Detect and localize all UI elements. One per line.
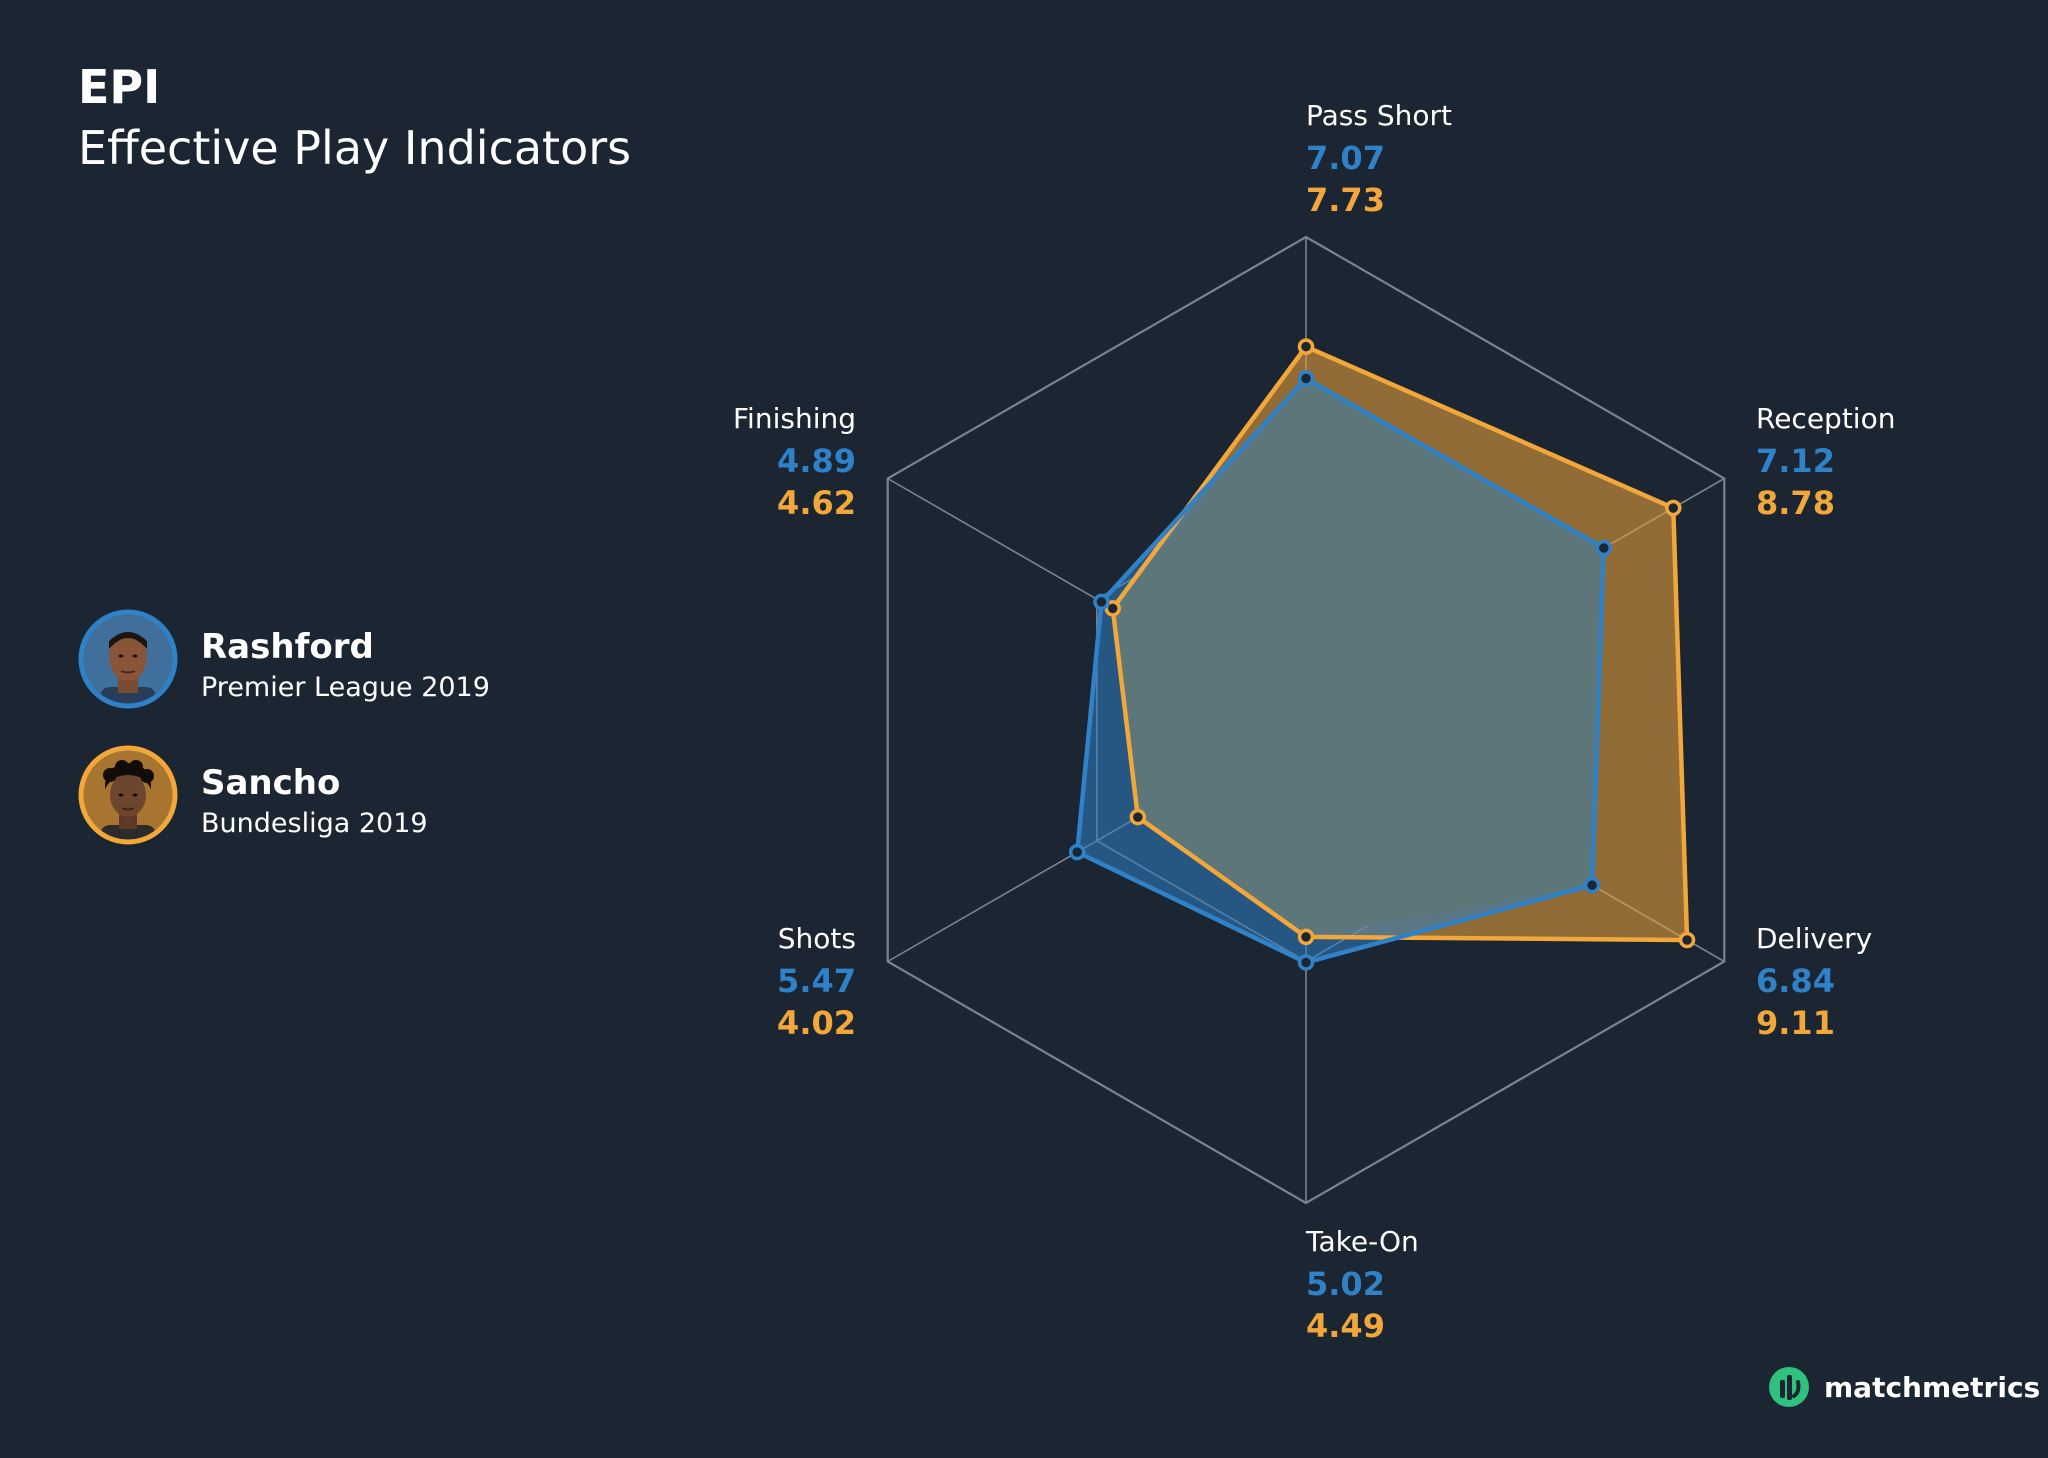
rashford-value: 4.89 <box>777 442 856 480</box>
rashford-value: 5.02 <box>1306 1265 1385 1303</box>
sancho-name: Sancho <box>201 763 341 803</box>
axis-name: Pass Short <box>1306 99 1453 132</box>
sancho-avatar <box>78 745 178 845</box>
axis-label-reception: Reception 7.12 8.78 <box>1756 398 1895 524</box>
data-point-rashford <box>1297 370 1315 387</box>
series-overlap-area <box>1112 378 1604 937</box>
axis-name: Finishing <box>732 402 856 435</box>
data-point-rashford <box>1093 593 1110 611</box>
data-point-sancho <box>1297 928 1315 946</box>
data-point-sancho <box>1297 338 1315 355</box>
data-point-sancho <box>1678 931 1696 949</box>
rashford-league: Premier League 2019 <box>201 672 490 703</box>
data-point-rashford <box>1595 539 1613 557</box>
rashford-value: 6.84 <box>1756 962 1835 1000</box>
brand-name: matchmetrics <box>1824 1371 2041 1404</box>
matchmetrics-logo-icon <box>1769 1367 1809 1407</box>
axis-name: Shots <box>777 922 856 955</box>
sancho-value: 4.49 <box>1306 1307 1385 1345</box>
sancho-value: 8.78 <box>1756 484 1835 522</box>
sancho-value: 4.02 <box>777 1004 856 1042</box>
data-point-sancho <box>1665 499 1682 517</box>
rashford-value: 5.47 <box>777 962 856 1000</box>
chart-title: EPI <box>78 60 161 114</box>
axis-label-delivery: Delivery 6.84 9.11 <box>1756 918 1872 1044</box>
rashford-value: 7.12 <box>1756 442 1835 480</box>
data-point-rashford <box>1583 876 1601 894</box>
axis-label-take-on: Take-On 5.02 4.49 <box>1306 1221 1419 1347</box>
rashford-avatar <box>78 609 178 709</box>
data-point-rashford <box>1297 954 1315 971</box>
axis-name: Take-On <box>1306 1225 1419 1258</box>
rashford-name: Rashford <box>201 627 374 667</box>
axis-label-finishing: Finishing 4.89 4.62 <box>700 398 856 524</box>
axis-name: Reception <box>1756 402 1896 435</box>
chart-subtitle: Effective Play Indicators <box>78 121 632 175</box>
sancho-value: 9.11 <box>1756 1004 1835 1042</box>
axis-label-pass-short: Pass Short 7.07 7.73 <box>1306 95 1452 221</box>
sancho-value: 4.62 <box>777 484 856 522</box>
axis-name: Delivery <box>1756 922 1873 955</box>
sancho-league: Bundesliga 2019 <box>201 808 428 839</box>
sancho-value: 7.73 <box>1306 181 1385 219</box>
axis-label-shots: Shots 5.47 4.02 <box>700 918 856 1044</box>
data-point-rashford <box>1068 843 1086 861</box>
data-point-sancho <box>1129 808 1147 826</box>
rashford-value: 7.07 <box>1306 139 1385 177</box>
